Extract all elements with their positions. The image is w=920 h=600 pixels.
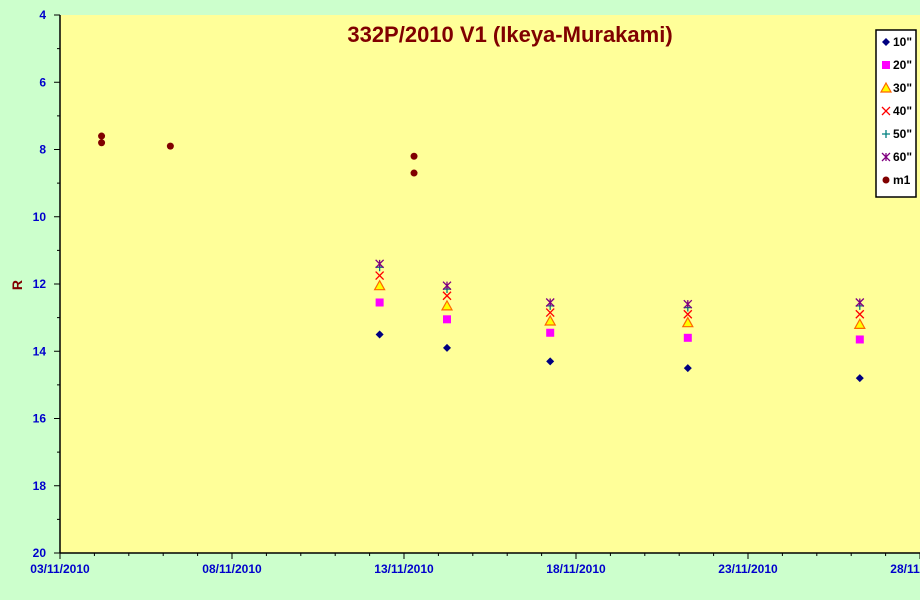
legend-label: 40": [893, 104, 912, 118]
data-point: [683, 333, 692, 342]
data-point: [855, 298, 865, 307]
data-point: [410, 152, 418, 160]
y-axis-label: R: [9, 280, 25, 290]
data-point: [443, 315, 451, 324]
x-tick-label: 03/11/2010: [30, 562, 90, 576]
legend-label: 60": [893, 150, 912, 164]
data-point: [681, 316, 694, 328]
data-point: [546, 328, 555, 337]
series-6: [375, 259, 865, 309]
data-point: [683, 299, 693, 309]
data-point: [166, 142, 174, 150]
chart-title: 332P/2010 V1 (Ikeya-Murakami): [347, 22, 672, 47]
legend-marker: [882, 176, 890, 184]
data-point: [855, 335, 864, 344]
data-point: [98, 132, 106, 140]
legend-marker: [881, 152, 891, 162]
data-point: [545, 308, 555, 318]
data-point: [855, 309, 865, 319]
x-tick-label: 13/11/2010: [374, 562, 434, 576]
data-point: [375, 330, 384, 339]
axes: 4 6 8 10 12 14 16 18 20 03/11/2010 08/11/2010 13/11…: [30, 8, 920, 576]
legend-label: 50": [893, 127, 912, 141]
data-point: [546, 357, 555, 366]
data-point: [410, 169, 418, 177]
data-point: [683, 309, 693, 319]
y-tick-label: 12: [33, 277, 47, 291]
data-point: [443, 343, 451, 352]
data-point: [442, 281, 452, 291]
legend-label: m1: [893, 173, 911, 187]
series-4: [375, 271, 865, 319]
y-tick-label: 18: [33, 479, 47, 493]
series-1: [375, 330, 864, 383]
data-point: [853, 318, 866, 329]
series-7: [98, 132, 418, 177]
y-tick-label: 6: [39, 75, 46, 89]
data-point: [545, 298, 555, 307]
x-tick-label: 18/11/2010: [546, 562, 606, 576]
data-point: [855, 374, 864, 383]
legend-label: 20": [893, 58, 912, 72]
y-tick-label: 8: [39, 143, 46, 157]
legend-marker: [882, 38, 890, 46]
data-point: [98, 139, 106, 147]
data-point: [373, 279, 386, 291]
y-tick-label: 10: [33, 210, 47, 224]
legend-marker: [879, 81, 893, 93]
y-tick-label: 16: [33, 412, 47, 426]
data-point: [440, 299, 454, 311]
x-tick-label: 08/11/2010: [202, 562, 262, 576]
series-2: [375, 298, 864, 344]
y-tick-label: 14: [33, 344, 47, 358]
legend-marker: [882, 61, 890, 69]
legend-marker: [882, 130, 890, 138]
y-tick-label: 4: [39, 8, 46, 22]
data-point: [683, 364, 692, 373]
data-point: [375, 259, 385, 269]
data-point: [442, 291, 452, 301]
x-tick-label: 28/11/2010: [890, 562, 920, 576]
y-tick-label: 20: [33, 546, 47, 560]
data-point: [544, 314, 557, 326]
legend-label: 30": [893, 81, 912, 95]
data-point: [375, 298, 384, 307]
legend-label: 10": [893, 35, 912, 49]
x-tick-label: 23/11/2010: [718, 562, 778, 576]
plot-area: [60, 15, 920, 553]
series-3: [373, 279, 866, 329]
data-point: [375, 271, 385, 281]
legend-marker: [881, 106, 891, 116]
legend: 10" 20" 30" 40" 50" 60" m1: [875, 29, 917, 198]
data-marks: [98, 132, 866, 383]
